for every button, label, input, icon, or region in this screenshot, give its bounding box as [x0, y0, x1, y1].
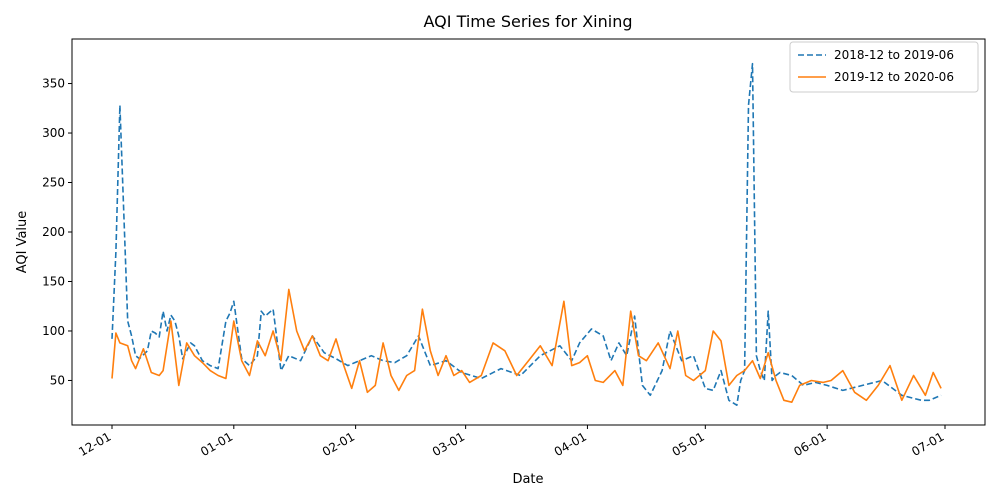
- plot-frame: [71, 38, 986, 426]
- x-tick-label: 06-01: [791, 429, 828, 459]
- x-tick-label: 04-01: [552, 429, 589, 459]
- x-tick-label: 03-01: [430, 429, 467, 459]
- x-tick-label: 05-01: [670, 429, 707, 459]
- y-tick-label: 100: [42, 324, 65, 338]
- x-tick-label: 01-01: [198, 429, 235, 459]
- plot-area: [111, 62, 942, 407]
- x-axis-label: Date: [512, 472, 543, 487]
- series-line-1: [111, 62, 942, 407]
- y-tick-label: 200: [42, 225, 65, 239]
- y-tick-label: 150: [42, 274, 65, 288]
- y-tick-label: 350: [42, 77, 65, 91]
- y-tick-label: 50: [50, 373, 65, 387]
- legend-label-1: 2018-12 to 2019-06: [834, 48, 954, 62]
- legend-label-2: 2019-12 to 2020-06: [834, 70, 954, 84]
- y-axis-label: AQI Value: [15, 211, 30, 274]
- y-tick-label: 300: [42, 126, 65, 140]
- axes-frame: 50 100 150 200 250 300 350 12-01 01-01 02-01 03-01…: [42, 38, 986, 459]
- x-tick-label: 07-01: [909, 429, 946, 459]
- y-tick-label: 250: [42, 176, 65, 190]
- x-tick-label: 12-01: [76, 429, 113, 459]
- x-tick-label: 02-01: [320, 429, 357, 459]
- chart-title: AQI Time Series for Xining: [424, 12, 633, 31]
- legend: 2018-12 to 2019-06 2019-12 to 2020-06: [789, 41, 979, 93]
- series-line-2: [111, 288, 942, 404]
- legend-box: [789, 41, 979, 93]
